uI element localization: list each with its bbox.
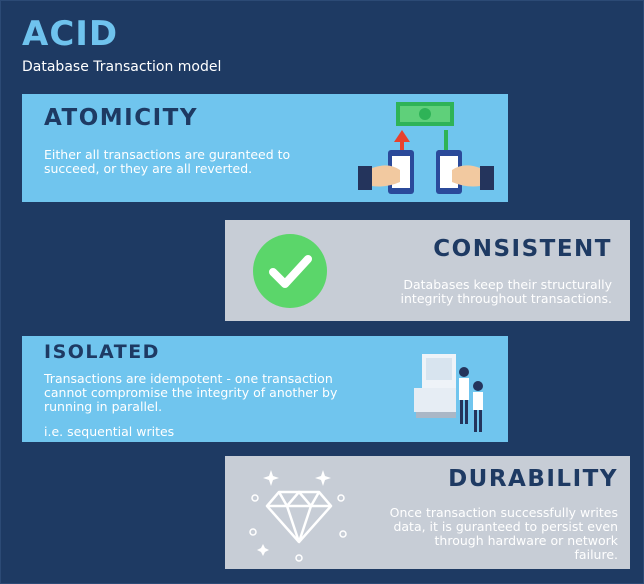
- diamond-icon: [249, 470, 347, 562]
- durability-description: Once transaction successfully writes dat…: [389, 505, 618, 562]
- isolated-note: i.e. sequential writes: [44, 424, 175, 439]
- durability-heading: DURABILITY: [448, 466, 618, 492]
- page-title: ACID: [22, 14, 119, 54]
- queue-people-icon: [414, 354, 483, 432]
- isolated-card: ISOLATED Transactions are idempotent - o…: [22, 336, 508, 442]
- durability-card: DURABILITY Once transaction successfully…: [225, 456, 630, 569]
- isolated-description: Transactions are idempotent - one transa…: [44, 371, 338, 414]
- money-transfer-icon: [358, 102, 494, 194]
- atomicity-heading: ATOMICITY: [44, 105, 198, 131]
- page-subtitle: Database Transaction model: [22, 59, 222, 75]
- atomicity-card: ATOMICITY Either all transactions are gu…: [22, 94, 508, 202]
- consistent-card: CONSISTENT Databases keep their structur…: [225, 220, 630, 321]
- atomicity-description: Either all transactions are guranteed to…: [44, 147, 291, 176]
- checkmark-icon: [253, 234, 327, 308]
- consistent-description: Databases keep their structurally integr…: [400, 277, 612, 306]
- isolated-heading: ISOLATED: [44, 341, 160, 363]
- consistent-heading: CONSISTENT: [433, 236, 612, 262]
